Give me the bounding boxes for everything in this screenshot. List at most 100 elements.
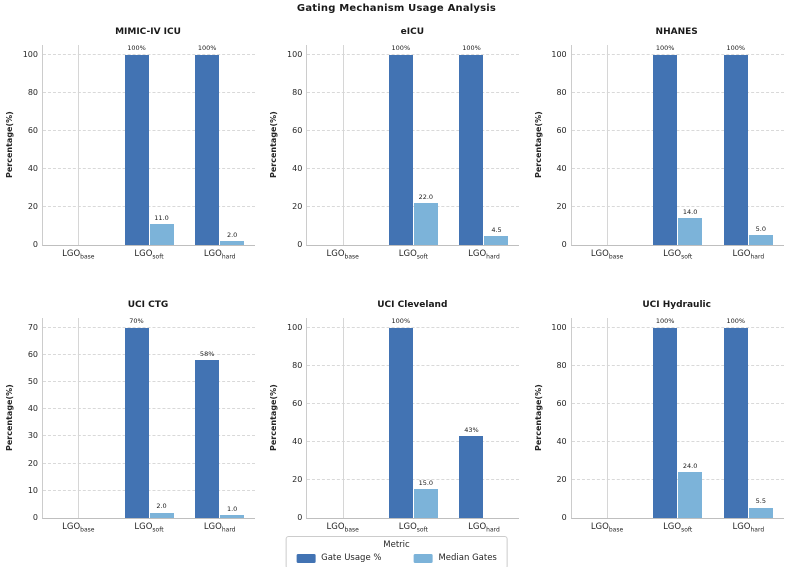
bar-gate-usage — [195, 54, 220, 245]
bar-median-gates — [220, 515, 245, 518]
plot-area: 0 20 40 60 80 100 100% 100% 24.0 5.5 LGObase LGOsof… — [551, 318, 784, 533]
gridline — [43, 205, 255, 207]
bar-value-label: 15.0 — [418, 478, 434, 487]
gridline — [43, 326, 255, 328]
y-tick-label: 40 — [27, 404, 38, 414]
bar-median-gates — [149, 224, 174, 245]
y-axis-label: Percentage(%) — [5, 111, 14, 179]
bar-value-label: 43% — [464, 425, 479, 434]
y-tick-label: 40 — [292, 163, 303, 173]
plot-area: 0 20 40 60 80 100 100% 43% 15.0 LGObase LGOsoft LGO… — [287, 318, 520, 533]
y-tick-label: 20 — [292, 201, 303, 211]
gridline — [571, 205, 784, 207]
x-tick-label: LGObase — [590, 249, 624, 261]
subplot-mimic-iv-icu: MIMIC-IV ICU Percentage(%) 0 20 40 60 80 100 100… — [0, 24, 264, 261]
subplot-eicu: eICU Percentage(%) 0 20 40 60 80 100 100% 100% 22.… — [264, 24, 528, 260]
bar-value-label: 100% — [391, 44, 411, 53]
gridline — [43, 408, 255, 410]
bar-value-label: 70% — [129, 317, 144, 326]
bar-median-gates — [149, 512, 174, 518]
legend-title: Metric — [383, 540, 410, 550]
y-axis-label: Percentage(%) — [269, 384, 279, 452]
subplot-title: eICU — [400, 27, 425, 37]
y-tick-label: 60 — [556, 125, 567, 135]
bar-gate-usage — [723, 54, 748, 245]
y-tick-label: 0 — [32, 240, 38, 249]
y-tick-label: 100 — [287, 322, 303, 332]
x-tick-label: LGOhard — [203, 249, 236, 261]
gridline — [571, 440, 784, 442]
y-tick-label: 60 — [27, 125, 38, 135]
y-tick-label: 40 — [556, 436, 567, 446]
y-tick-label: 100 — [551, 322, 567, 332]
gridline — [307, 205, 520, 207]
bar-value-label: 100% — [127, 44, 146, 53]
gridline — [307, 364, 520, 366]
bar-value-label: 100% — [462, 44, 481, 53]
bar-gate-usage — [723, 327, 748, 518]
bar-value-label: 5.5 — [755, 497, 766, 506]
gridline — [571, 364, 784, 366]
subplot-uci-cleveland: UCI Cleveland Percentage(%) 0 20 40 60 80 100 10… — [264, 297, 528, 533]
gridline — [43, 380, 255, 382]
x-tick-label: LGOsoft — [663, 249, 693, 261]
y-tick-label: 20 — [556, 474, 567, 484]
x-tick-label: LGObase — [590, 522, 624, 534]
gridline — [43, 91, 255, 93]
gridline — [571, 167, 784, 169]
y-tick-label: 40 — [27, 163, 38, 173]
bar-median-gates — [413, 203, 438, 245]
bar-median-gates — [220, 241, 245, 245]
y-tick-label: 0 — [297, 513, 303, 522]
gridline-vertical — [606, 318, 608, 518]
subplot-title: UCI CTG — [127, 300, 169, 310]
bar-value-label: 5.0 — [755, 224, 766, 233]
y-tick-label: 0 — [561, 513, 567, 522]
x-tick-label: LGObase — [326, 522, 359, 534]
y-tick-label: 50 — [27, 376, 38, 386]
legend-entries: Gate Usage % Median Gates — [296, 553, 497, 563]
y-tick-label: 80 — [292, 360, 303, 370]
gridline-vertical — [78, 318, 80, 518]
bar-value-label: 11.0 — [154, 213, 169, 222]
gridline — [43, 435, 255, 437]
gridline — [571, 326, 784, 328]
subplot-title: UCI Hydraulic — [642, 300, 711, 310]
bar-gate-usage — [388, 327, 413, 518]
x-tick-label: LGOsoft — [134, 249, 164, 261]
bar-median-gates — [678, 472, 703, 518]
subplot-title: MIMIC-IV ICU — [115, 27, 181, 37]
y-tick-label: 10 — [27, 485, 38, 495]
gridline — [43, 167, 255, 169]
y-tick-label: 100 — [22, 49, 38, 59]
gridline-vertical — [342, 318, 344, 518]
gate-usage-swatch-icon — [296, 553, 316, 563]
x-tick-label: LGOhard — [203, 522, 236, 534]
bar-value-label: 2.0 — [156, 502, 167, 511]
y-axis-label: Percentage(%) — [533, 384, 543, 452]
y-tick-label: 100 — [551, 49, 567, 59]
subplot-uci-ctg: UCI CTG Percentage(%) 0 10 20 30 40 50 60 70 70% 58… — [0, 297, 264, 534]
x-tick-label: LGObase — [62, 249, 95, 261]
gridline — [307, 478, 520, 480]
bar-median-gates — [748, 235, 773, 245]
bar-gate-usage — [388, 54, 413, 245]
y-tick-label: 0 — [297, 240, 303, 249]
gridline — [307, 129, 520, 131]
bar-median-gates — [678, 218, 703, 245]
gridline — [307, 91, 520, 93]
legend-entry-label: Gate Usage % — [321, 553, 382, 563]
gridline — [43, 462, 255, 464]
x-tick-label: LGOsoft — [134, 522, 164, 534]
gridline — [307, 326, 520, 328]
subplot-uci-hydraulic: UCI Hydraulic Percentage(%) 0 20 40 60 80 100 10… — [529, 297, 793, 533]
legend-entry-gate-usage: Gate Usage % — [296, 553, 381, 563]
y-axis-label: Percentage(%) — [533, 111, 543, 179]
bar-median-gates — [413, 489, 438, 518]
y-tick-label: 30 — [27, 431, 38, 441]
x-tick-label: LGOhard — [732, 249, 765, 261]
gridline — [571, 53, 784, 55]
subplot-title: NHANES — [655, 27, 698, 37]
y-tick-label: 40 — [556, 163, 567, 173]
